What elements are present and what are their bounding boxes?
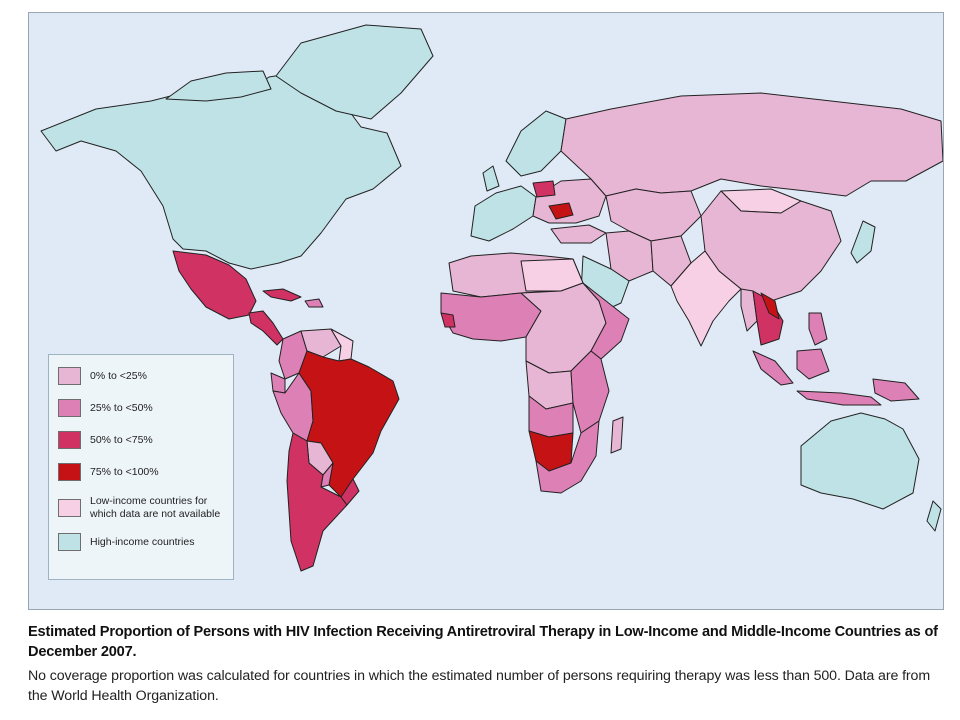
region-japan	[850, 220, 876, 264]
legend-swatch	[58, 499, 81, 517]
region-british-isles	[482, 165, 500, 192]
legend-item-25-50: 25% to <50%	[58, 399, 233, 417]
legend-swatch	[58, 367, 81, 385]
legend-label: 25% to <50%	[90, 401, 153, 414]
region-cuba	[262, 288, 302, 302]
region-papua	[872, 378, 920, 402]
legend-swatch	[58, 431, 81, 449]
legend-label: Low-income countries for which data are …	[90, 495, 221, 520]
legend-label: 75% to <100%	[90, 465, 159, 478]
map-legend: 0% to <25% 25% to <50% 50% to <75% 75% t…	[48, 354, 234, 580]
legend-item-0-25: 0% to <25%	[58, 367, 233, 385]
legend-label: High-income countries	[90, 535, 195, 548]
region-central-asia	[605, 188, 702, 242]
region-southern-africa	[535, 420, 600, 494]
region-indonesia-borneo	[796, 348, 830, 380]
region-venezuela	[300, 328, 342, 358]
region-tanzania-mozambique	[570, 350, 610, 434]
caption-title: Estimated Proportion of Persons with HIV…	[28, 624, 938, 660]
region-laos	[760, 292, 780, 320]
region-hispaniola	[304, 298, 324, 308]
legend-swatch	[58, 463, 81, 481]
region-poland	[532, 180, 556, 198]
legend-item-50-75: 50% to <75%	[58, 431, 233, 449]
region-indonesia-sumatra	[752, 350, 794, 386]
legend-item-high-income: High-income countries	[58, 533, 233, 551]
legend-item-75-100: 75% to <100%	[58, 463, 233, 481]
region-philippines	[808, 312, 828, 346]
region-myanmar	[740, 288, 758, 332]
legend-swatch	[58, 399, 81, 417]
region-indonesia-east	[796, 390, 882, 406]
caption-body: No coverage proportion was calculated fo…	[28, 668, 931, 704]
legend-label: 50% to <75%	[90, 433, 153, 446]
region-west-africa	[440, 292, 542, 342]
region-greenland	[275, 24, 434, 120]
legend-swatch	[58, 533, 81, 551]
region-chile-argentina	[286, 432, 348, 572]
region-australia	[800, 412, 920, 510]
region-turkey	[550, 224, 607, 244]
region-new-zealand	[926, 500, 942, 532]
region-russia	[560, 92, 943, 197]
region-india	[670, 250, 742, 347]
region-uruguay	[340, 478, 360, 506]
region-senegal	[440, 312, 456, 328]
region-romania	[548, 202, 574, 220]
region-arctic-islands	[165, 70, 272, 102]
region-madagascar	[610, 416, 624, 454]
legend-label: 0% to <25%	[90, 369, 147, 382]
figure-caption: Estimated Proportion of Persons with HIV…	[28, 622, 948, 706]
region-central-america	[248, 310, 284, 346]
legend-item-not-available: Low-income countries for which data are …	[58, 495, 233, 521]
